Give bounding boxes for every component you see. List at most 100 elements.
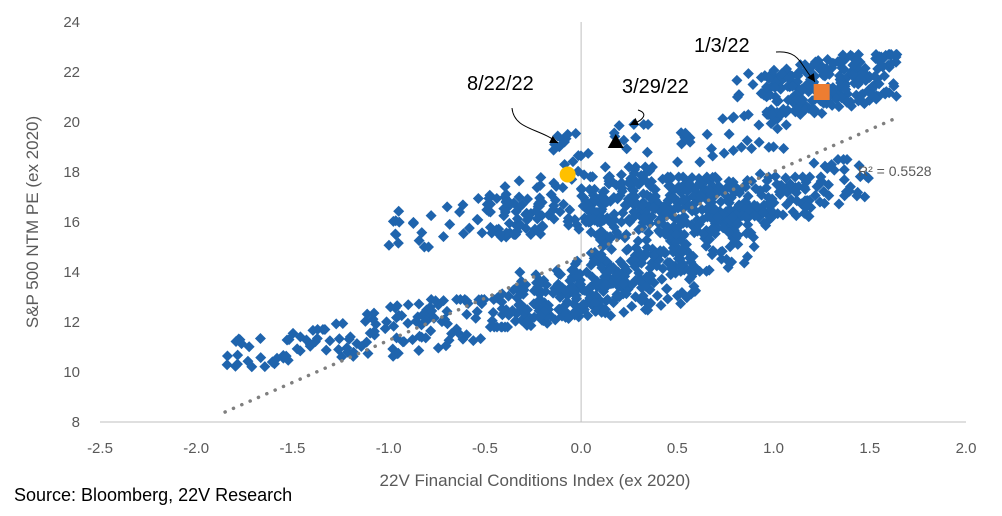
data-point (294, 345, 306, 357)
data-point (333, 333, 345, 345)
data-point (603, 175, 615, 187)
y-axis-ticks: 8 10 12 14 16 18 20 22 24 (63, 14, 80, 431)
data-point (573, 223, 585, 235)
data-point (642, 119, 654, 130)
data-point (384, 301, 396, 313)
data-point (581, 266, 593, 278)
data-point (776, 68, 788, 80)
data-point (639, 304, 651, 316)
data-point (688, 280, 700, 292)
data-point (725, 192, 737, 204)
y-tick-label: 8 (72, 414, 80, 431)
data-point (766, 109, 778, 120)
data-point (624, 216, 636, 228)
data-point (755, 72, 767, 84)
data-point (230, 335, 242, 347)
annotation-3-29-22: 3/29/22 (622, 76, 689, 98)
data-point (381, 316, 393, 328)
data-point (359, 315, 371, 327)
data-point (675, 265, 687, 277)
data-point (412, 311, 424, 323)
data-point (562, 128, 574, 140)
data-point (513, 175, 525, 187)
data-point (383, 239, 395, 251)
data-point (816, 107, 828, 119)
x-tick-label: 1.5 (859, 440, 880, 457)
data-point (499, 181, 511, 193)
data-point (641, 146, 653, 158)
x-tick-label: -2.0 (183, 440, 209, 457)
data-point (819, 70, 831, 82)
trendline-line (223, 117, 895, 414)
data-point (508, 284, 520, 296)
data-point (640, 175, 652, 187)
data-point (496, 296, 508, 308)
data-point (748, 241, 760, 253)
arrowhead (549, 135, 558, 143)
data-point (347, 350, 359, 362)
data-point (771, 123, 783, 135)
data-point (618, 306, 630, 318)
data-point (500, 196, 512, 208)
data-point (496, 303, 508, 315)
data-point (800, 201, 812, 213)
data-point (662, 293, 674, 305)
data-point (832, 56, 844, 68)
data-point (500, 188, 512, 200)
data-point (698, 228, 710, 240)
data-point (665, 263, 677, 275)
x-tick-label: 2.0 (956, 440, 977, 457)
data-point (422, 241, 434, 253)
data-point (637, 290, 649, 302)
data-point (610, 179, 622, 191)
data-point (616, 185, 628, 197)
data-point (687, 250, 699, 262)
data-point (604, 231, 616, 243)
data-point (761, 81, 773, 93)
data-point (660, 283, 672, 295)
data-point (656, 273, 668, 285)
arrow-8-22-22 (511, 107, 559, 144)
data-point (696, 204, 708, 216)
data-point (754, 168, 766, 180)
data-point (751, 200, 763, 212)
data-point (576, 190, 588, 202)
data-point (566, 282, 578, 294)
data-point (495, 321, 507, 333)
x-axis-ticks: -2.5 -2.0 -1.5 -1.0 -0.5 0.0 0.5 1.0 1.5 2.0 (87, 440, 976, 457)
data-point (368, 325, 380, 337)
data-point (457, 333, 469, 345)
data-point (283, 334, 295, 346)
data-point (681, 292, 693, 304)
y-tick-label: 20 (63, 114, 80, 131)
data-point (888, 80, 900, 92)
data-point (694, 265, 706, 277)
data-point (392, 347, 404, 359)
data-point (740, 227, 752, 239)
data-point (709, 171, 721, 183)
data-point (463, 222, 475, 234)
data-point (575, 278, 587, 290)
data-point (577, 200, 589, 212)
x-tick-label: 0.5 (667, 440, 688, 457)
data-point (742, 219, 754, 231)
data-point (562, 212, 574, 224)
data-point (503, 217, 515, 229)
data-point (304, 339, 316, 351)
data-point (307, 324, 319, 336)
data-point (393, 310, 405, 322)
data-point (319, 324, 331, 335)
data-point (432, 342, 444, 354)
data-point (672, 202, 684, 214)
data-point (612, 229, 624, 241)
data-point (425, 210, 437, 222)
data-point (608, 127, 620, 139)
data-point (441, 201, 453, 213)
data-point (638, 213, 650, 225)
data-point (645, 297, 657, 309)
x-tick-label: 0.0 (571, 440, 592, 457)
data-point (416, 331, 428, 343)
data-point (521, 207, 533, 219)
data-point (589, 305, 601, 317)
